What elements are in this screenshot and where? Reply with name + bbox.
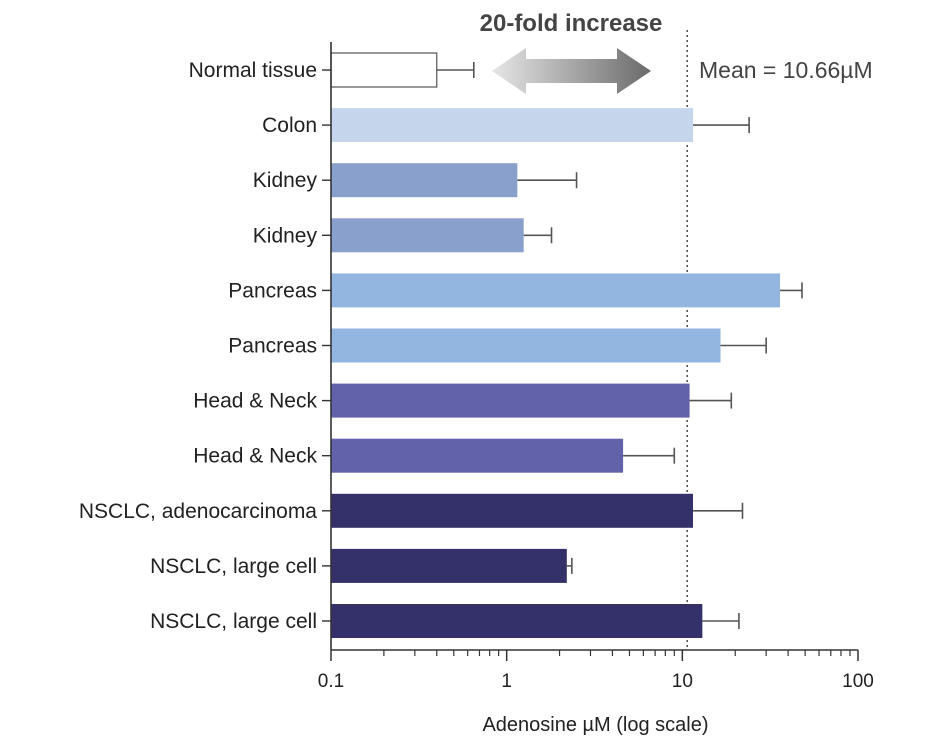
bar xyxy=(331,108,693,143)
x-tick-label: 1 xyxy=(501,671,512,692)
x-axis-title: Adenosine µM (log scale) xyxy=(482,714,708,736)
category-label: NSCLC, adenocarcinoma xyxy=(79,500,317,523)
bar xyxy=(331,604,703,638)
axes-layer: 0.1 1 10 100 Adenosine µM (log scale) xyxy=(318,42,874,736)
category-label: NSCLC, large cell xyxy=(150,555,317,578)
bar xyxy=(331,548,567,583)
bar xyxy=(331,328,721,363)
category-label: Pancreas xyxy=(228,335,317,358)
mean-label: Mean = 10.66µM xyxy=(699,57,873,83)
annotation-title: 20-fold increase xyxy=(480,10,663,37)
bar xyxy=(331,273,781,308)
double-arrow-icon xyxy=(492,48,651,94)
error-bars-layer xyxy=(436,62,803,629)
bar xyxy=(331,493,693,528)
bar xyxy=(331,383,690,418)
category-labels-layer: Normal tissue Colon Kidney Kidney Pancreas Pa… xyxy=(79,59,318,633)
category-label: Head & Neck xyxy=(193,390,317,413)
x-tick-label: 10 xyxy=(672,671,693,692)
category-label: Colon xyxy=(262,114,317,137)
bar xyxy=(330,52,438,88)
bar xyxy=(331,163,518,198)
category-label: Kidney xyxy=(253,224,318,247)
category-label: NSCLC, large cell xyxy=(150,610,317,633)
bar xyxy=(331,438,624,473)
x-tick-label: 100 xyxy=(842,671,874,692)
category-label: Normal tissue xyxy=(189,59,317,82)
bar xyxy=(331,218,524,253)
category-label: Pancreas xyxy=(228,279,317,302)
category-label: Kidney xyxy=(253,169,318,192)
x-tick-label: 0.1 xyxy=(318,671,344,692)
bars-layer xyxy=(330,30,781,650)
annotation-layer: 20-fold increase Mean = 10.66µM xyxy=(480,10,873,94)
category-label: Head & Neck xyxy=(193,445,317,468)
